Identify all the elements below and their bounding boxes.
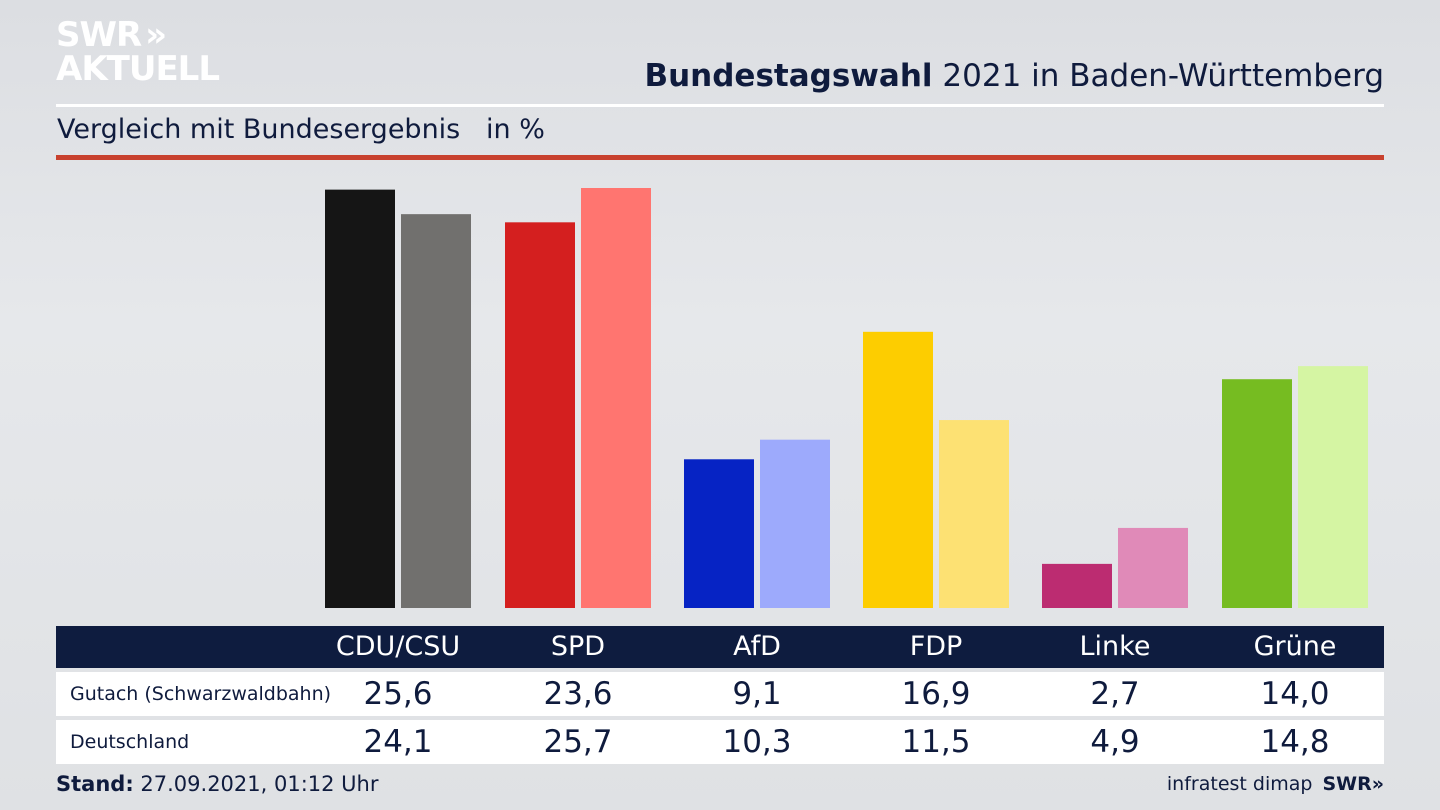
table-row: Deutschland 24,1 25,7 10,3 11,5 4,9 14,8 (56, 720, 1384, 764)
table-cell: 14,8 (1260, 724, 1330, 760)
table-cell: 4,9 (1090, 724, 1140, 760)
title-rest: 2021 in Baden-Württemberg (932, 58, 1384, 94)
logo-swr: SWR (56, 15, 142, 55)
column-header: AfD (733, 631, 781, 662)
table-cell: 14,0 (1260, 676, 1330, 712)
bar-chart (325, 188, 1368, 608)
table-cell: 24,1 (363, 724, 433, 760)
row-label: Deutschland (70, 731, 190, 753)
bar-spd-national (581, 188, 651, 608)
timestamp: Stand: 27.09.2021, 01:12 Uhr (56, 772, 379, 796)
table-cell: 11,5 (901, 724, 971, 760)
bar-spd-local (505, 222, 575, 608)
bar-afd-national (760, 439, 830, 608)
swr-aktuell-logo: SWR » AKTUELL (56, 15, 220, 89)
column-header: SPD (550, 631, 606, 662)
bar-linke-national (1118, 527, 1188, 608)
bar-linke-local (1042, 563, 1112, 608)
table-header: CDU/CSU SPD AfD FDP Linke Grüne (56, 626, 1384, 668)
bar-grüne-local (1222, 379, 1292, 608)
source-name: infratest dimap (1166, 773, 1313, 795)
row-label: Gutach (Schwarzwaldbahn) (70, 683, 332, 705)
table-row: Gutach (Schwarzwaldbahn) 25,6 23,6 9,1 16,9… (56, 672, 1384, 716)
column-header: FDP (909, 631, 963, 662)
swr-brand: SWR» (1322, 773, 1384, 795)
results-table: CDU/CSU SPD AfD FDP Linke Grüne Gutach (Schwa… (56, 626, 1384, 764)
table-cell: 2,7 (1090, 676, 1140, 712)
bar-grüne-national (1298, 366, 1368, 608)
logo-aktuell: AKTUELL (56, 49, 220, 89)
source-credit: infratest dimap SWR» (1167, 773, 1384, 795)
header-divider (56, 104, 1384, 107)
bar-fdp-local (863, 331, 933, 608)
bar-fdp-national (939, 420, 1009, 608)
table-cell: 16,9 (901, 676, 971, 712)
stand-label: Stand: (56, 772, 134, 796)
column-header: CDU/CSU (335, 631, 461, 662)
title-bold: Bundestagswahl (644, 58, 933, 94)
table-cell: 23,6 (543, 676, 613, 712)
column-header: Grüne (1253, 631, 1337, 662)
table-cell: 9,1 (732, 676, 782, 712)
chart-title: Bundestagswahl 2021 in Baden-Württemberg (644, 58, 1384, 94)
bar-afd-local (684, 459, 754, 608)
column-header: Linke (1079, 631, 1151, 662)
table-cell: 10,3 (722, 724, 792, 760)
chart-subtitle: Vergleich mit Bundesergebnis in % (57, 114, 545, 145)
accent-rule (56, 155, 1384, 160)
bar-cdu-csu-national (401, 214, 471, 608)
table-cell: 25,7 (543, 724, 613, 760)
table-cell: 25,6 (363, 676, 433, 712)
bar-cdu-csu-local (325, 189, 395, 608)
stand-value: 27.09.2021, 01:12 Uhr (133, 772, 379, 796)
